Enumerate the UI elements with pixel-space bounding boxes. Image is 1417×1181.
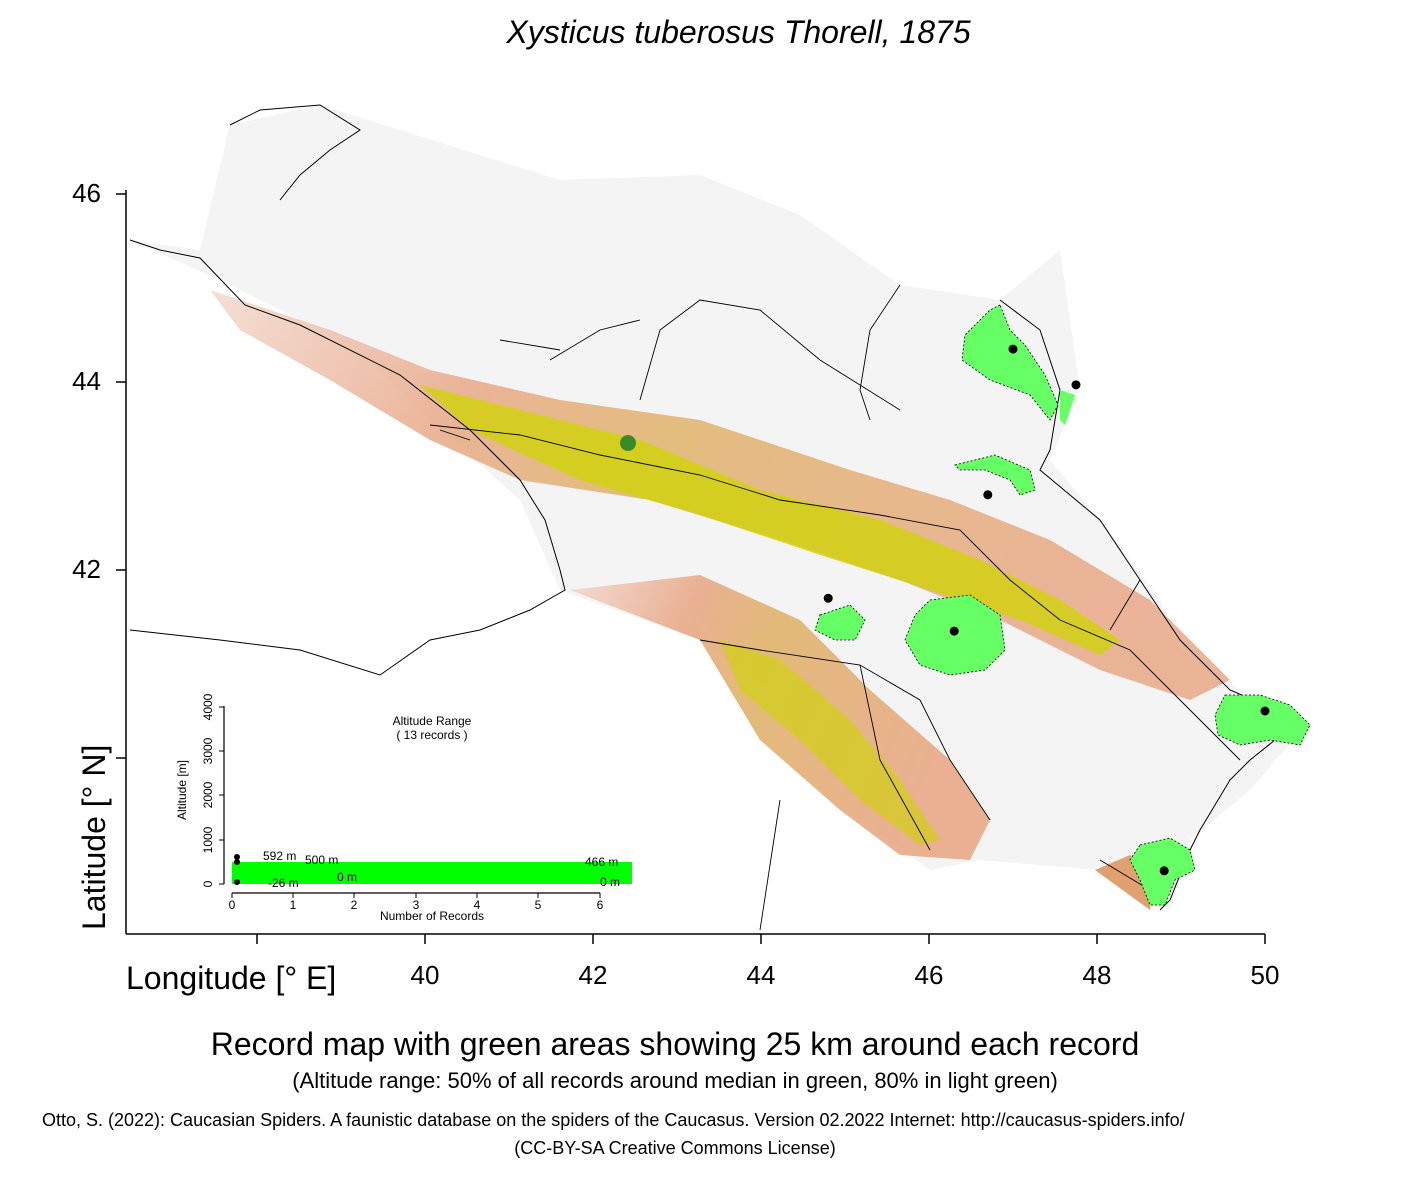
record-point-2 [1071, 380, 1081, 390]
record-point-5 [949, 626, 959, 636]
citation-text: Otto, S. (2022): Caucasian Spiders. A fa… [42, 1110, 1185, 1130]
inset-ytick-3000: 3000 [201, 737, 215, 764]
record-area-1 [961, 304, 1059, 421]
y-tick-46: 46 [72, 178, 101, 208]
inset-xtick-1: 1 [290, 898, 297, 912]
inset-point-min [234, 879, 240, 885]
inset-title: Altitude Range [393, 714, 472, 728]
record-area-6 [1214, 694, 1311, 746]
inset-label-min: -26 m [268, 876, 299, 890]
altitude-inset: Altitude Range ( 13 records ) Altitude [… [175, 693, 632, 923]
inset-xtick-5: 5 [535, 898, 542, 912]
x-axis-ticks [256, 934, 1266, 944]
record-point-6 [1260, 706, 1270, 716]
elbrus-peak [620, 435, 636, 451]
caspian-coast [999, 299, 1301, 911]
inset-ytick-4000: 4000 [201, 693, 215, 720]
x-tick-48: 48 [1082, 960, 1112, 990]
inset-label-upper-right: 466 m [585, 855, 618, 869]
inset-ytick-0: 0 [201, 880, 215, 887]
record-point-3 [983, 490, 993, 500]
inset-point-max [234, 854, 240, 860]
x-tick-44: 44 [746, 960, 776, 990]
x-tick-40: 40 [410, 960, 440, 990]
y-axis-label: Latitude [° N] [76, 744, 112, 930]
inset-xtick-4: 4 [474, 898, 481, 912]
y-tick-44: 44 [72, 366, 101, 396]
high-elevation-ridge [420, 385, 1120, 655]
inset-label-upper50: 500 m [305, 853, 338, 867]
inset-x-label: Number of Records [380, 909, 484, 923]
high-elevation-lesser [720, 640, 940, 845]
inset-xtick-6: 6 [597, 898, 604, 912]
record-point-4 [823, 593, 833, 603]
license-text: (CC-BY-SA Creative Commons License) [514, 1138, 836, 1158]
x-tick-42: 42 [578, 960, 608, 990]
black-sea-coast [129, 239, 566, 676]
inset-xtick-3: 3 [413, 898, 420, 912]
map-caption: Record map with green areas showing 25 k… [210, 1026, 1140, 1062]
record-area-3 [954, 454, 1036, 496]
inset-ytick-2000: 2000 [201, 781, 215, 808]
record-point-7 [1159, 866, 1169, 876]
inset-xtick-2: 2 [351, 898, 358, 912]
inset-label-lower50: 0 m [337, 870, 357, 884]
record-area-4 [814, 604, 866, 641]
inset-subtitle: ( 13 records ) [396, 728, 467, 742]
x-tick-50: 50 [1250, 960, 1280, 990]
inset-label-lower-right: 0 m [600, 875, 620, 889]
inset-label-max: 592 m [263, 849, 296, 863]
map-title: Xysticus tuberosus Thorell, 1875 [506, 14, 971, 50]
inset-y-label: Altitude [m] [175, 760, 189, 820]
map-subcaption: (Altitude range: 50% of all records arou… [292, 1068, 1058, 1093]
x-axis-label: Longitude [° E] [126, 960, 337, 996]
azov-coast [229, 104, 361, 201]
record-point-1 [1008, 344, 1018, 354]
y-tick-42: 42 [72, 554, 101, 584]
record-area-2 [1060, 390, 1075, 425]
inset-ytick-1000: 1000 [201, 826, 215, 853]
country-borders [429, 284, 1241, 931]
x-tick-46: 46 [914, 960, 944, 990]
y-axis-ticks [116, 193, 126, 759]
inset-xtick-0: 0 [229, 898, 236, 912]
altitude-80-bar [232, 862, 632, 884]
inset-point-upper [234, 859, 240, 865]
